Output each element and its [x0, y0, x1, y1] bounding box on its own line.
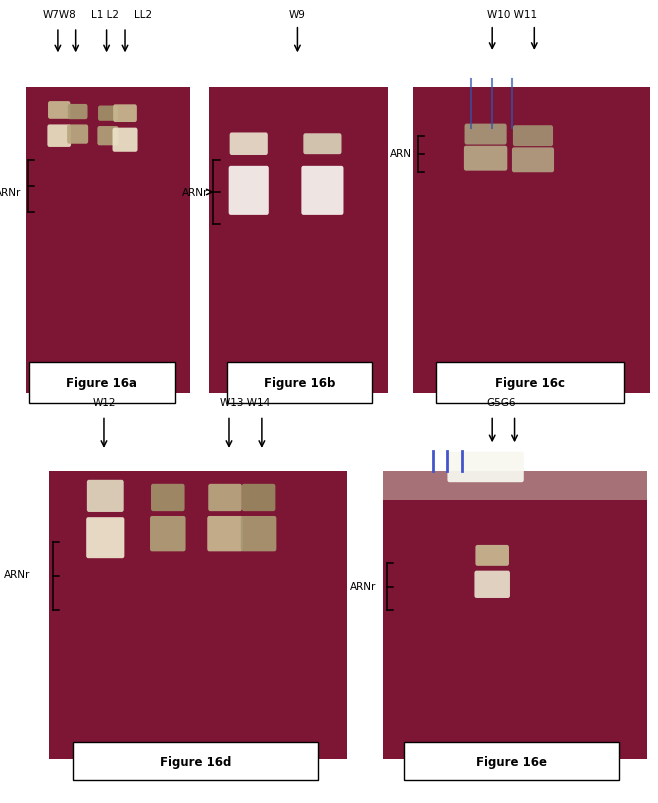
FancyBboxPatch shape: [47, 125, 71, 148]
Bar: [34, 422, 357, 787]
FancyBboxPatch shape: [207, 516, 243, 552]
Bar: [436, 363, 624, 403]
Bar: [383, 471, 647, 500]
Text: ARN: ARN: [390, 149, 412, 159]
Text: L1 L2: L1 L2: [91, 10, 119, 20]
Text: Figure 16a: Figure 16a: [66, 377, 138, 389]
Bar: [370, 422, 653, 787]
FancyBboxPatch shape: [447, 452, 524, 483]
Text: W12: W12: [92, 398, 116, 408]
FancyBboxPatch shape: [208, 484, 242, 512]
FancyBboxPatch shape: [513, 126, 553, 147]
Bar: [7, 24, 197, 410]
Bar: [49, 471, 347, 759]
Bar: [26, 88, 190, 393]
FancyBboxPatch shape: [151, 484, 184, 512]
Bar: [227, 363, 372, 403]
FancyBboxPatch shape: [241, 516, 276, 552]
Text: ARNr: ARNr: [4, 569, 30, 579]
Bar: [404, 742, 619, 781]
FancyBboxPatch shape: [113, 128, 138, 153]
FancyBboxPatch shape: [68, 104, 88, 120]
FancyBboxPatch shape: [465, 124, 507, 145]
Text: W9: W9: [289, 10, 306, 20]
FancyBboxPatch shape: [67, 125, 88, 145]
Text: ARNr: ARNr: [350, 581, 376, 591]
FancyBboxPatch shape: [150, 516, 186, 552]
Text: LL2: LL2: [134, 10, 153, 20]
FancyBboxPatch shape: [97, 127, 118, 146]
FancyBboxPatch shape: [464, 146, 507, 171]
Text: G5G6: G5G6: [487, 398, 516, 408]
FancyBboxPatch shape: [242, 484, 275, 512]
Text: W10 W11: W10 W11: [487, 10, 537, 20]
Text: Figure 16b: Figure 16b: [264, 377, 335, 389]
Bar: [413, 88, 650, 393]
FancyBboxPatch shape: [86, 518, 124, 559]
FancyBboxPatch shape: [475, 545, 509, 566]
FancyBboxPatch shape: [474, 571, 510, 598]
Text: Figure 16d: Figure 16d: [160, 755, 231, 768]
FancyBboxPatch shape: [98, 106, 118, 121]
FancyBboxPatch shape: [303, 134, 342, 155]
FancyBboxPatch shape: [87, 480, 124, 512]
FancyBboxPatch shape: [48, 102, 70, 120]
Text: Figure 16c: Figure 16c: [495, 377, 565, 389]
Bar: [204, 24, 395, 410]
FancyBboxPatch shape: [512, 148, 554, 173]
FancyBboxPatch shape: [301, 167, 343, 215]
Text: Figure 16e: Figure 16e: [476, 755, 547, 768]
Bar: [383, 471, 647, 759]
Text: ARNr: ARNr: [0, 188, 22, 198]
FancyBboxPatch shape: [230, 133, 268, 156]
Bar: [30, 363, 174, 403]
Text: W13 W14: W13 W14: [220, 398, 270, 408]
FancyBboxPatch shape: [229, 167, 269, 215]
Bar: [73, 742, 318, 781]
Text: W7W8: W7W8: [42, 10, 76, 20]
Text: ARNr: ARNr: [182, 188, 208, 198]
FancyBboxPatch shape: [113, 105, 137, 123]
Bar: [209, 88, 388, 393]
Bar: [407, 24, 653, 410]
